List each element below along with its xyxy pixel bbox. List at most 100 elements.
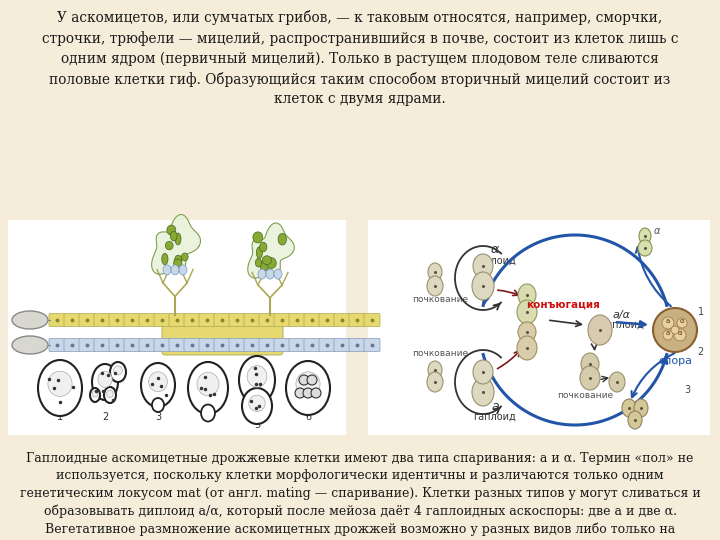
- Ellipse shape: [472, 272, 494, 300]
- FancyBboxPatch shape: [124, 314, 140, 327]
- Ellipse shape: [152, 398, 164, 412]
- FancyBboxPatch shape: [139, 339, 155, 352]
- Ellipse shape: [256, 259, 261, 267]
- Text: почкование: почкование: [412, 349, 468, 358]
- Text: a: a: [666, 330, 670, 336]
- Circle shape: [653, 308, 697, 352]
- Ellipse shape: [581, 353, 599, 375]
- FancyBboxPatch shape: [334, 314, 350, 327]
- Text: диплоид: диплоид: [600, 320, 644, 330]
- Ellipse shape: [634, 399, 648, 417]
- FancyBboxPatch shape: [49, 339, 65, 352]
- FancyBboxPatch shape: [79, 339, 95, 352]
- FancyBboxPatch shape: [214, 314, 230, 327]
- Circle shape: [662, 317, 674, 329]
- Text: 3: 3: [155, 412, 161, 422]
- FancyBboxPatch shape: [124, 339, 140, 352]
- Ellipse shape: [167, 225, 176, 235]
- Ellipse shape: [12, 336, 48, 354]
- Text: 3: 3: [684, 384, 690, 395]
- Ellipse shape: [98, 371, 112, 387]
- Circle shape: [303, 388, 313, 398]
- FancyBboxPatch shape: [169, 314, 185, 327]
- FancyBboxPatch shape: [289, 314, 305, 327]
- Ellipse shape: [104, 387, 116, 403]
- Ellipse shape: [107, 390, 113, 397]
- Ellipse shape: [12, 311, 48, 329]
- FancyBboxPatch shape: [184, 339, 200, 352]
- FancyBboxPatch shape: [229, 314, 245, 327]
- Ellipse shape: [141, 363, 175, 407]
- Ellipse shape: [166, 241, 173, 250]
- Ellipse shape: [110, 362, 126, 382]
- Ellipse shape: [427, 276, 443, 296]
- Ellipse shape: [428, 263, 442, 281]
- FancyBboxPatch shape: [139, 314, 155, 327]
- Text: 1: 1: [57, 412, 63, 422]
- Ellipse shape: [92, 391, 98, 397]
- Circle shape: [295, 388, 305, 398]
- Ellipse shape: [260, 261, 269, 271]
- FancyBboxPatch shape: [259, 314, 275, 327]
- FancyBboxPatch shape: [229, 339, 245, 352]
- Ellipse shape: [580, 366, 600, 390]
- FancyBboxPatch shape: [244, 339, 260, 352]
- Polygon shape: [248, 223, 294, 278]
- Ellipse shape: [518, 322, 536, 342]
- FancyBboxPatch shape: [79, 314, 95, 327]
- FancyBboxPatch shape: [368, 220, 710, 435]
- Ellipse shape: [92, 364, 118, 400]
- FancyBboxPatch shape: [259, 339, 275, 352]
- Ellipse shape: [473, 254, 493, 278]
- Ellipse shape: [638, 240, 652, 256]
- FancyBboxPatch shape: [199, 339, 215, 352]
- Text: конъюгация: конъюгация: [526, 300, 600, 310]
- Ellipse shape: [473, 360, 493, 384]
- Ellipse shape: [266, 258, 276, 268]
- Text: гаплоид: гаплоид: [474, 256, 516, 266]
- Ellipse shape: [517, 336, 537, 360]
- FancyBboxPatch shape: [199, 314, 215, 327]
- Ellipse shape: [427, 372, 443, 392]
- FancyBboxPatch shape: [364, 339, 380, 352]
- Text: 6: 6: [305, 412, 311, 422]
- Ellipse shape: [175, 255, 182, 264]
- Circle shape: [671, 326, 679, 334]
- FancyBboxPatch shape: [94, 339, 110, 352]
- Text: 2: 2: [102, 412, 108, 422]
- Ellipse shape: [38, 360, 82, 416]
- Text: α: α: [680, 318, 684, 324]
- Text: α: α: [491, 243, 499, 256]
- Circle shape: [677, 318, 687, 328]
- Ellipse shape: [162, 253, 168, 265]
- Ellipse shape: [48, 371, 72, 396]
- Ellipse shape: [90, 388, 100, 402]
- Text: 5: 5: [254, 420, 260, 430]
- FancyBboxPatch shape: [94, 314, 110, 327]
- Ellipse shape: [609, 372, 625, 392]
- Ellipse shape: [296, 372, 320, 396]
- Ellipse shape: [262, 256, 271, 265]
- FancyBboxPatch shape: [319, 339, 335, 352]
- Text: α: α: [654, 226, 660, 236]
- FancyBboxPatch shape: [49, 314, 65, 327]
- Ellipse shape: [171, 231, 177, 241]
- FancyBboxPatch shape: [169, 339, 185, 352]
- Text: 1: 1: [698, 307, 704, 318]
- FancyBboxPatch shape: [274, 339, 290, 352]
- Ellipse shape: [175, 233, 181, 245]
- Ellipse shape: [179, 265, 187, 275]
- Ellipse shape: [239, 356, 275, 404]
- Ellipse shape: [197, 373, 219, 396]
- FancyBboxPatch shape: [64, 314, 80, 327]
- Text: 4: 4: [205, 412, 211, 422]
- FancyBboxPatch shape: [364, 314, 380, 327]
- Ellipse shape: [171, 265, 179, 275]
- FancyBboxPatch shape: [109, 314, 125, 327]
- Ellipse shape: [174, 259, 182, 267]
- Ellipse shape: [472, 378, 494, 406]
- Ellipse shape: [278, 233, 287, 245]
- Text: почкование: почкование: [557, 391, 613, 400]
- FancyBboxPatch shape: [334, 339, 350, 352]
- Ellipse shape: [517, 300, 537, 324]
